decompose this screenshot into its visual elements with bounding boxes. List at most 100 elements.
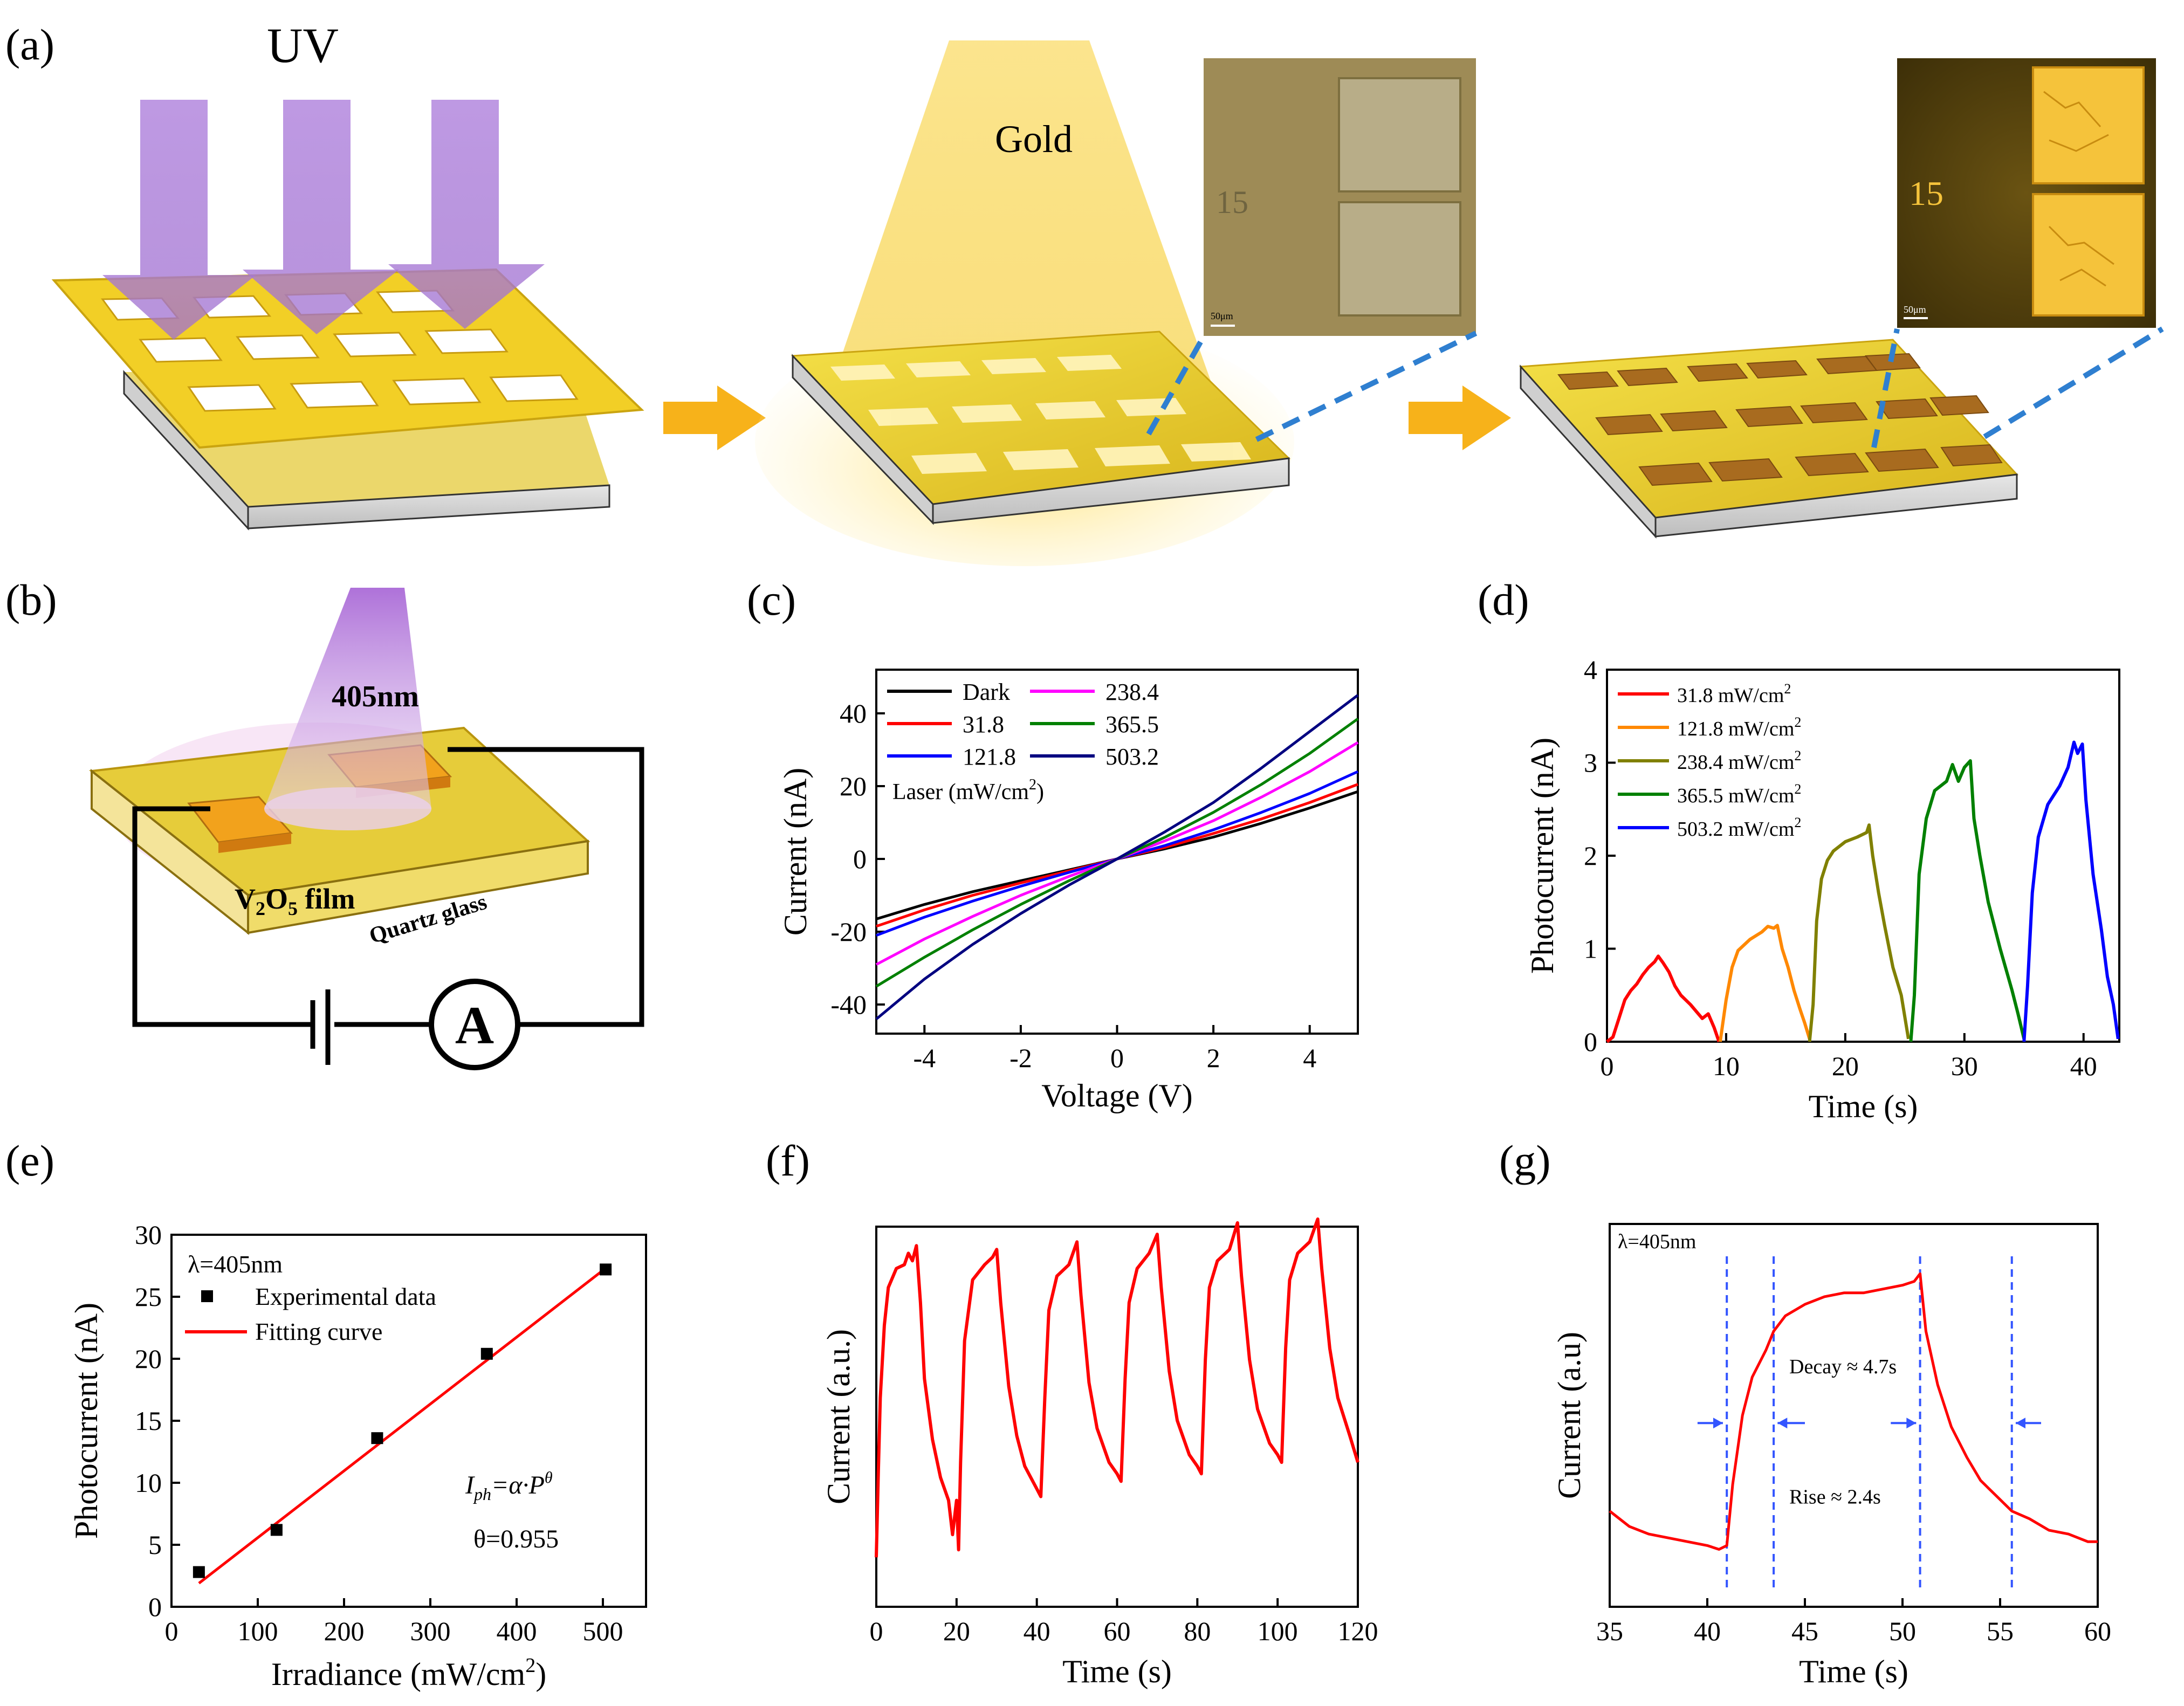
y-tick-label: -20 bbox=[830, 917, 867, 947]
formula: Iph=α·Pθ bbox=[465, 1469, 553, 1504]
y-tick-label: 25 bbox=[135, 1282, 162, 1312]
legend-label: Fitting curve bbox=[255, 1318, 382, 1345]
zoom-line-2a bbox=[1871, 328, 1900, 448]
photocurrent-pulse-365.5 bbox=[1909, 759, 2026, 1042]
rise-annotation: Rise ≈ 2.4s bbox=[1789, 1485, 1881, 1508]
panel-label-b: (b) bbox=[5, 575, 57, 624]
x-tick-label: 120 bbox=[1338, 1616, 1378, 1646]
iv-line-238.4 bbox=[875, 741, 1359, 966]
x-tick-label: 40 bbox=[1694, 1616, 1721, 1646]
x-tick-label: 60 bbox=[2084, 1616, 2111, 1646]
panel-label-g: (g) bbox=[1499, 1136, 1551, 1185]
cycling-trace bbox=[875, 1217, 1359, 1558]
photocurrent-pulse-238.4 bbox=[1808, 823, 1910, 1042]
y-axis-label: Current (nA) bbox=[778, 768, 813, 936]
chart-e-photocurrent-irradiance: 0 100 200 300 400 500 0 5 10 15 20 25 30 λ=405nm Exper… bbox=[68, 1220, 647, 1692]
data-point bbox=[193, 1566, 205, 1578]
x-tick-label: 0 bbox=[1110, 1043, 1124, 1073]
x-axis-label: Time (s) bbox=[1809, 1089, 1918, 1124]
decay-arrowhead-right bbox=[2015, 1418, 2025, 1429]
zoom-line-1a bbox=[1146, 335, 1206, 436]
legend-label: Experimental data bbox=[255, 1283, 436, 1310]
wavelength-annotation: λ=405nm bbox=[1618, 1230, 1696, 1253]
y-tick-label: 4 bbox=[1584, 655, 1597, 685]
x-tick-label: 20 bbox=[943, 1616, 970, 1646]
x-tick-label: 300 bbox=[410, 1616, 451, 1646]
theta-value: θ=0.955 bbox=[473, 1525, 559, 1553]
legend-label: 365.5 bbox=[1105, 711, 1159, 738]
photocurrent-pulse-31.8 bbox=[1606, 954, 1721, 1043]
legend-label: 121.8 bbox=[963, 744, 1016, 770]
legend-label: Dark bbox=[963, 679, 1010, 705]
x-tick-label: 40 bbox=[2070, 1051, 2097, 1081]
y-tick-label: 3 bbox=[1584, 748, 1597, 778]
decay-annotation: Decay ≈ 4.7s bbox=[1789, 1356, 1897, 1378]
x-tick-label: 500 bbox=[583, 1616, 623, 1646]
y-tick-label: 2 bbox=[1584, 841, 1597, 871]
x-tick-label: 35 bbox=[1596, 1616, 1623, 1646]
legend-label: 503.2 bbox=[1105, 744, 1159, 770]
x-tick-label: 0 bbox=[870, 1616, 883, 1646]
fit-line bbox=[198, 1267, 607, 1585]
x-axis-label: Irradiance (mW/cm2) bbox=[271, 1654, 546, 1692]
zoom-line-2b bbox=[1983, 326, 2164, 439]
panel-a-schematic: UV Gold bbox=[51, 18, 2164, 566]
gold-cone bbox=[825, 40, 1213, 404]
y-tick-label: 20 bbox=[135, 1344, 162, 1374]
panel-label-e: (e) bbox=[5, 1136, 54, 1185]
x-tick-label: 100 bbox=[1258, 1616, 1298, 1646]
legend-label: 238.4 mW/cm2 bbox=[1677, 748, 1801, 774]
x-tick-label: 45 bbox=[1791, 1616, 1818, 1646]
x-tick-label: 30 bbox=[1951, 1051, 1978, 1081]
chart-c-iv-curves: -4 -2 0 2 4-40-2002040Dark31.8121.8238.4365.… bbox=[778, 669, 1359, 1113]
legend-label: 121.8 mW/cm2 bbox=[1677, 714, 1801, 740]
panel-label-d: (d) bbox=[1478, 575, 1529, 624]
rise-arrowhead-left bbox=[1713, 1418, 1723, 1429]
micrograph-1: 15 50μm bbox=[1204, 58, 1476, 336]
data-point bbox=[270, 1524, 283, 1536]
decay-arrowhead-left bbox=[1906, 1418, 1917, 1429]
y-axis-label: Current (a.u) bbox=[1551, 1332, 1587, 1499]
x-tick-label: 100 bbox=[238, 1616, 278, 1646]
panel-label-a: (a) bbox=[5, 20, 54, 69]
scale-bar-2: 50μm bbox=[1904, 304, 1926, 315]
y-tick-label: 40 bbox=[840, 698, 867, 728]
data-point bbox=[600, 1263, 612, 1276]
chart-g-rise-decay: 35 40 45 50 55 60 λ=405nm Decay ≈ 4.7s Rise ≈ 2.… bbox=[1551, 1223, 2111, 1689]
x-tick-label: 55 bbox=[1987, 1616, 2014, 1646]
x-tick-label: 0 bbox=[1601, 1051, 1614, 1081]
x-tick-label: 200 bbox=[324, 1616, 365, 1646]
rise-arrowhead-right bbox=[1777, 1418, 1788, 1429]
uv-arrows bbox=[102, 100, 545, 340]
y-tick-label: 15 bbox=[135, 1406, 162, 1436]
photocurrent-pulse-503.2 bbox=[2022, 740, 2120, 1042]
circuit-wires bbox=[132, 747, 644, 1027]
legend-label: 503.2 mW/cm2 bbox=[1677, 815, 1801, 841]
y-tick-label: 0 bbox=[1584, 1027, 1597, 1057]
scale-bar-1: 50μm bbox=[1211, 311, 1233, 321]
y-axis-label: Current (a.u.) bbox=[821, 1329, 856, 1504]
x-axis-label: Time (s) bbox=[1799, 1654, 1908, 1689]
x-tick-label: 40 bbox=[1024, 1616, 1050, 1646]
panel-label-f: (f) bbox=[766, 1136, 810, 1185]
y-tick-label: 20 bbox=[840, 771, 867, 801]
x-tick-label: 20 bbox=[1832, 1051, 1859, 1081]
x-axis-label: Time (s) bbox=[1062, 1654, 1172, 1689]
micro-text-2: 15 bbox=[1909, 174, 1943, 212]
wavelength-annotation: λ=405nm bbox=[188, 1250, 283, 1278]
micrograph-2: 15 50μm bbox=[1897, 58, 2156, 328]
legend-label: 365.5 mW/cm2 bbox=[1677, 781, 1801, 807]
battery-symbol bbox=[310, 989, 331, 1065]
x-tick-label: 0 bbox=[165, 1616, 178, 1646]
process-arrow-2 bbox=[1409, 386, 1511, 450]
laser-label: 405nm bbox=[332, 680, 419, 713]
data-point bbox=[480, 1347, 493, 1360]
x-tick-label: 80 bbox=[1184, 1616, 1211, 1646]
y-tick-label: 30 bbox=[135, 1220, 162, 1250]
legend-label: 31.8 mW/cm2 bbox=[1677, 681, 1791, 707]
x-tick-label: 50 bbox=[1889, 1616, 1916, 1646]
chart-d-photocurrent-time: 0 10 20 30 40 0 1 2 3 4 31.8 mW/cm2 121.8 mW/cm2 238… bbox=[1524, 655, 2120, 1124]
chart-f-cycling: 0 20 40 60 80 100 120 Time (s) Current (a.u.) bbox=[821, 1217, 1378, 1689]
y-axis-label: Photocurrent (nA) bbox=[1524, 738, 1560, 974]
